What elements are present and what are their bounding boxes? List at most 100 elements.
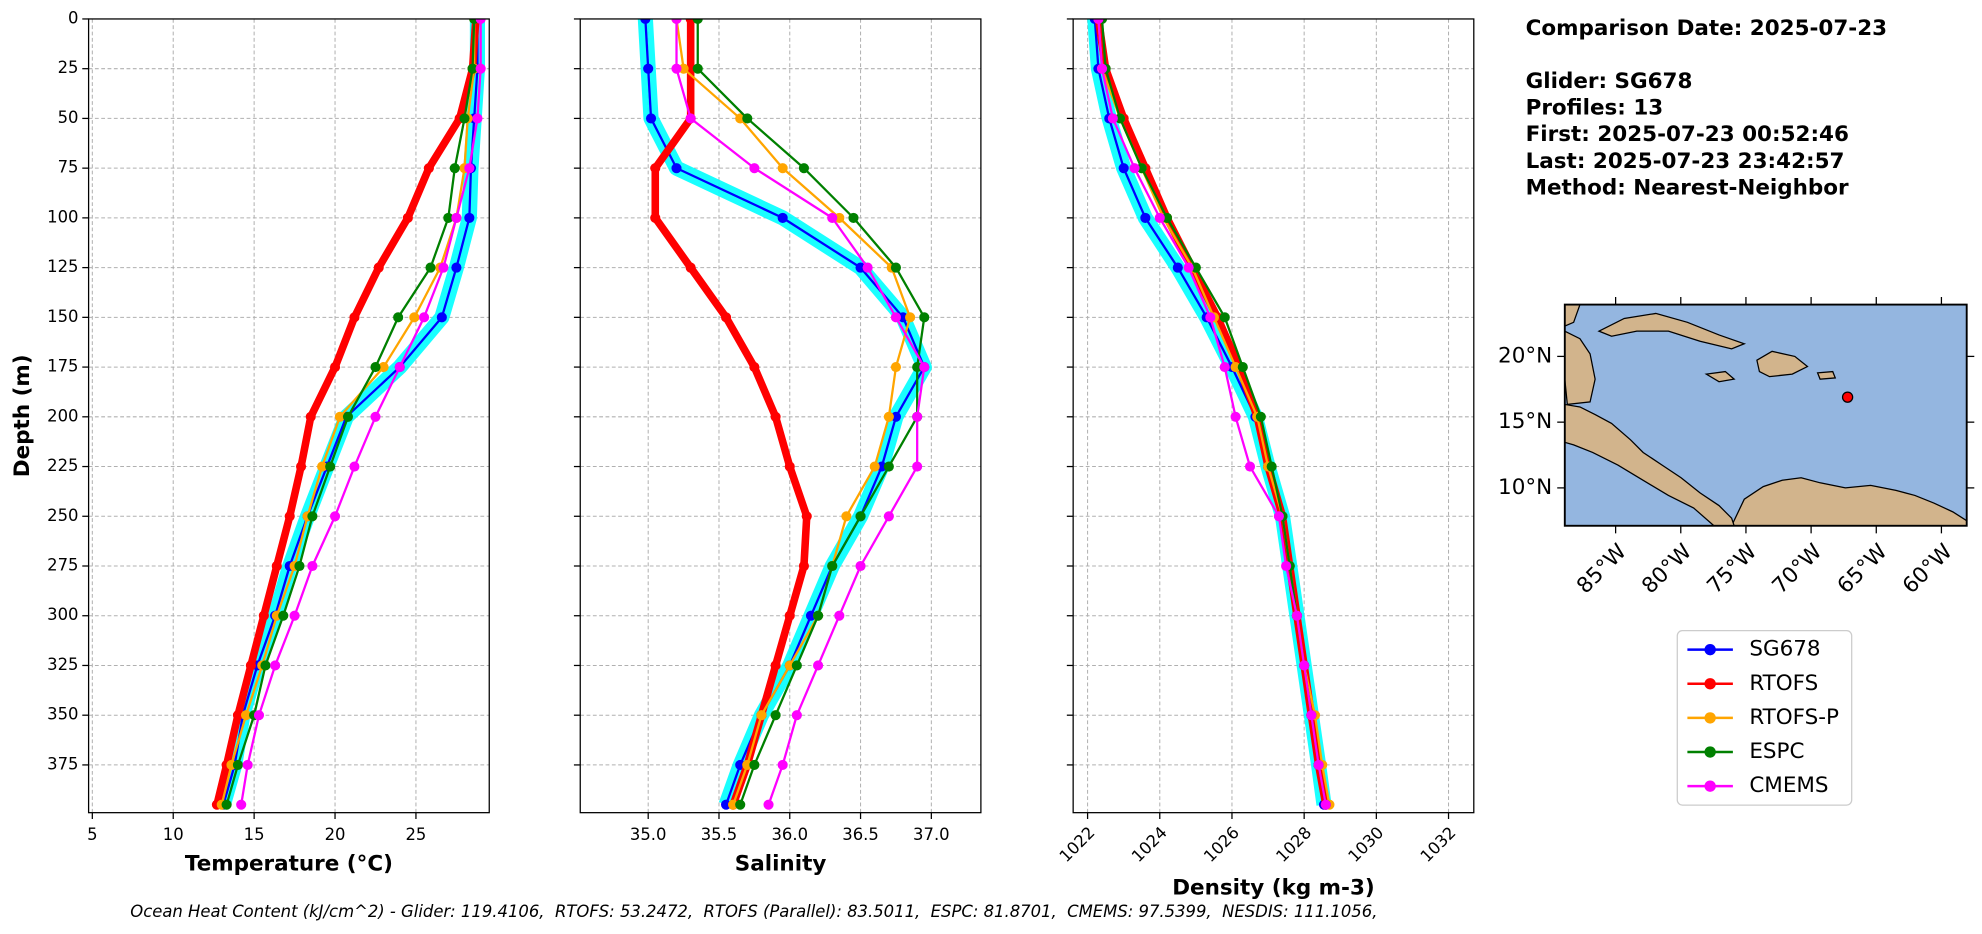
x-tick-label: 1028 bbox=[1272, 823, 1315, 866]
profile-point bbox=[883, 461, 894, 472]
x-tick-label: 1030 bbox=[1344, 823, 1387, 866]
y-tick-label: 325 bbox=[47, 655, 78, 674]
profile-point bbox=[464, 163, 475, 174]
profile-point bbox=[1136, 163, 1147, 174]
legend-label: RTOFS bbox=[1749, 671, 1818, 696]
profile-point bbox=[770, 411, 781, 422]
map-y-label: 10°N bbox=[1498, 475, 1552, 500]
profile-point bbox=[1154, 212, 1165, 223]
x-tick-label: 15 bbox=[244, 825, 265, 844]
profile-point bbox=[305, 411, 316, 422]
profile-point bbox=[1190, 262, 1201, 273]
profile-point bbox=[284, 511, 295, 522]
profile-point bbox=[425, 262, 436, 273]
profile-point bbox=[721, 799, 732, 810]
profile-point bbox=[883, 511, 894, 522]
profile-point bbox=[1266, 461, 1277, 472]
profile-point bbox=[798, 163, 809, 174]
profile-point bbox=[245, 660, 256, 671]
profile-point bbox=[1107, 113, 1118, 124]
profile-point bbox=[438, 262, 449, 273]
footer: Ocean Heat Content (kJ/cm^2) - Glider: 1… bbox=[130, 902, 1377, 921]
profile-point bbox=[449, 163, 460, 174]
profile-point bbox=[370, 362, 381, 373]
profile-point bbox=[1230, 411, 1241, 422]
profile-point bbox=[472, 113, 483, 124]
profile-point bbox=[307, 560, 318, 572]
legend-label: CMEMS bbox=[1749, 773, 1828, 798]
profile-point bbox=[1219, 362, 1230, 373]
plot-area bbox=[211, 18, 486, 810]
profile-point bbox=[221, 799, 232, 810]
profile-point bbox=[443, 212, 454, 223]
y-tick-label: 275 bbox=[47, 556, 78, 575]
profile-point bbox=[855, 511, 866, 522]
y-tick-label: 375 bbox=[47, 754, 78, 773]
profile-point bbox=[253, 710, 265, 721]
profile-point bbox=[919, 362, 930, 373]
profile-point bbox=[692, 63, 703, 74]
glider-cloud bbox=[637, 18, 932, 808]
x-tick-label: 1026 bbox=[1200, 823, 1243, 866]
profile-point bbox=[912, 461, 923, 472]
legend-marker bbox=[1704, 780, 1716, 792]
info-line: Comparison Date: 2025-07-23 bbox=[1526, 16, 1887, 41]
profile-point bbox=[791, 710, 802, 721]
profile-point bbox=[1129, 163, 1140, 174]
y-tick-label: 25 bbox=[58, 58, 79, 77]
axes-frame bbox=[87, 18, 490, 814]
profile-line bbox=[675, 18, 912, 806]
profile-point bbox=[728, 799, 739, 810]
profile-point bbox=[749, 362, 760, 373]
profile-point bbox=[735, 799, 746, 810]
profile-point bbox=[784, 660, 795, 671]
y-axis-label: Depth (m) bbox=[10, 354, 35, 477]
profile-point bbox=[919, 312, 930, 323]
profile-point bbox=[855, 262, 866, 273]
profile-point bbox=[271, 560, 282, 572]
profile-point bbox=[890, 312, 902, 323]
profile-point bbox=[685, 113, 696, 124]
profile-point bbox=[876, 461, 887, 472]
info-line: Method: Nearest-Neighbor bbox=[1526, 175, 1849, 200]
x-tick-label: 5 bbox=[87, 825, 97, 844]
map-x-label: 80°W bbox=[1637, 539, 1697, 599]
profile-point bbox=[855, 560, 866, 572]
y-tick-label: 300 bbox=[47, 605, 78, 624]
profile-point bbox=[1313, 759, 1324, 770]
profile-point bbox=[1306, 710, 1317, 721]
profile-point bbox=[770, 710, 781, 721]
profile-point bbox=[1172, 262, 1183, 273]
profile-point bbox=[777, 163, 788, 174]
profile-point bbox=[296, 461, 307, 472]
map-x-label: 60°W bbox=[1898, 539, 1958, 599]
glider-location bbox=[1841, 391, 1854, 403]
profile-point bbox=[1237, 362, 1248, 373]
legend-marker bbox=[1704, 712, 1716, 724]
profile-point bbox=[756, 710, 767, 721]
profile-point bbox=[1183, 262, 1194, 273]
profile-point bbox=[834, 212, 845, 223]
info-line: Last: 2025-07-23 23:42:57 bbox=[1526, 149, 1845, 174]
y-tick-label: 0 bbox=[68, 8, 78, 27]
x-tick-label: 1024 bbox=[1128, 823, 1171, 866]
profile-point bbox=[763, 799, 774, 810]
profile-point bbox=[334, 411, 345, 422]
profile-point bbox=[1299, 660, 1310, 671]
profile-point bbox=[749, 759, 760, 770]
y-tick-label: 225 bbox=[47, 456, 78, 475]
profile-point bbox=[378, 362, 389, 373]
profile-point bbox=[270, 660, 281, 671]
axes-frame bbox=[1072, 18, 1475, 814]
profile-point bbox=[418, 312, 430, 323]
profile-point bbox=[1244, 461, 1256, 472]
profile-point bbox=[643, 63, 654, 74]
plot-area bbox=[1087, 18, 1335, 810]
profile-point bbox=[692, 18, 703, 25]
profile-point bbox=[869, 461, 880, 472]
profile-point bbox=[1219, 312, 1230, 323]
profile-point bbox=[1255, 411, 1266, 422]
profile-point bbox=[1320, 799, 1331, 810]
profile-point bbox=[671, 163, 682, 174]
x-tick-label: 36.5 bbox=[842, 825, 879, 844]
